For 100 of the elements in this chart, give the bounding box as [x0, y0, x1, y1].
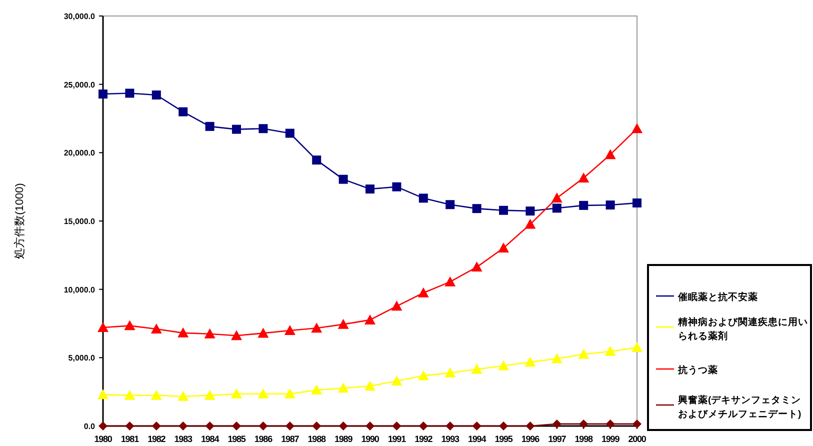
x-tick-label: 1994	[468, 434, 486, 444]
y-axis-title: 処方件数(1000)	[13, 183, 26, 259]
point	[471, 364, 482, 374]
point	[285, 128, 294, 138]
point	[418, 422, 428, 430]
x-tick-label: 1990	[361, 434, 380, 444]
point	[499, 422, 508, 430]
point	[498, 242, 509, 253]
point	[391, 300, 402, 311]
point	[338, 382, 349, 393]
point	[632, 123, 642, 134]
point	[178, 327, 189, 338]
point	[231, 388, 242, 398]
point	[125, 422, 134, 430]
point	[578, 348, 590, 359]
point	[604, 346, 616, 356]
y-tick-label: 30,000.0	[64, 12, 96, 21]
point	[526, 206, 535, 216]
point	[579, 200, 588, 210]
point	[498, 360, 509, 370]
point	[258, 124, 268, 134]
x-tick-label: 1981	[120, 434, 140, 444]
point	[98, 90, 108, 99]
point	[338, 422, 348, 430]
y-tick-label: 10,000.0	[64, 285, 96, 294]
point	[552, 419, 562, 428]
point	[366, 422, 374, 430]
legend-label: 精神病および関連疾患に用いられる薬剤	[677, 316, 808, 342]
x-tick-label: 1997	[548, 434, 566, 444]
point	[364, 314, 376, 324]
point	[444, 276, 456, 286]
point	[204, 328, 216, 338]
legend-label: 抗うつ薬	[677, 364, 718, 376]
point	[446, 200, 455, 210]
point	[471, 262, 482, 272]
point	[231, 330, 242, 340]
x-tick-label: 1996	[521, 434, 540, 444]
point	[472, 422, 482, 430]
x-tick-label: 1995	[494, 434, 513, 444]
point	[444, 367, 456, 378]
point	[284, 388, 296, 398]
x-tick-label: 1985	[228, 434, 246, 444]
x-tick-label: 1982	[148, 434, 166, 444]
point	[125, 88, 134, 98]
x-tick-label: 1983	[174, 434, 193, 444]
y-tick-label: 25,000.0	[64, 80, 96, 90]
point	[632, 419, 642, 428]
point	[472, 204, 482, 214]
y-tick-label: 5,000.0	[68, 354, 96, 363]
x-tick-label: 1986	[254, 434, 273, 444]
point	[551, 353, 562, 364]
point	[524, 218, 536, 229]
point	[311, 384, 322, 395]
point	[312, 156, 322, 165]
x-tick-label: 1991	[388, 434, 406, 444]
point	[232, 124, 241, 134]
point	[178, 390, 189, 401]
point	[526, 422, 535, 430]
point	[366, 184, 374, 194]
point	[124, 320, 136, 330]
point	[606, 419, 615, 428]
point	[284, 324, 296, 335]
point	[418, 370, 429, 380]
point	[446, 422, 455, 430]
point	[204, 390, 216, 400]
y-tick-label: 15,000.0	[64, 217, 96, 226]
point	[285, 422, 294, 430]
x-tick-label: 1992	[414, 434, 433, 444]
x-tick-label: 1988	[308, 434, 326, 444]
point	[124, 390, 136, 400]
point	[524, 356, 536, 367]
point	[578, 172, 590, 182]
x-tick-label: 1998	[574, 434, 594, 444]
point	[258, 328, 269, 338]
y-tick-label: 0.0	[84, 422, 96, 431]
point	[338, 174, 348, 184]
point	[392, 182, 402, 192]
point	[551, 192, 562, 203]
point	[150, 390, 162, 400]
point	[232, 422, 241, 430]
point	[392, 422, 402, 430]
point	[499, 206, 508, 215]
point	[364, 380, 376, 391]
x-tick-label: 1989	[334, 434, 353, 444]
x-tick-label: 2000	[628, 434, 646, 444]
point	[579, 419, 588, 428]
point	[98, 322, 108, 332]
point	[258, 422, 268, 430]
point	[311, 322, 322, 333]
legend-label: 催眠薬と抗不安薬	[677, 291, 758, 303]
x-tick-label: 1993	[441, 434, 460, 444]
x-tick-label: 1980	[94, 434, 112, 444]
x-tick-label: 1987	[281, 434, 300, 444]
x-tick-label: 1999	[601, 434, 620, 444]
point	[418, 194, 428, 203]
point	[391, 376, 402, 386]
legend-label: 興奮薬(デキサンフェタミンおよびメチルフェニデート)	[677, 394, 802, 420]
y-tick-label: 20,000.0	[64, 148, 96, 158]
point	[98, 389, 108, 400]
point	[150, 323, 162, 334]
